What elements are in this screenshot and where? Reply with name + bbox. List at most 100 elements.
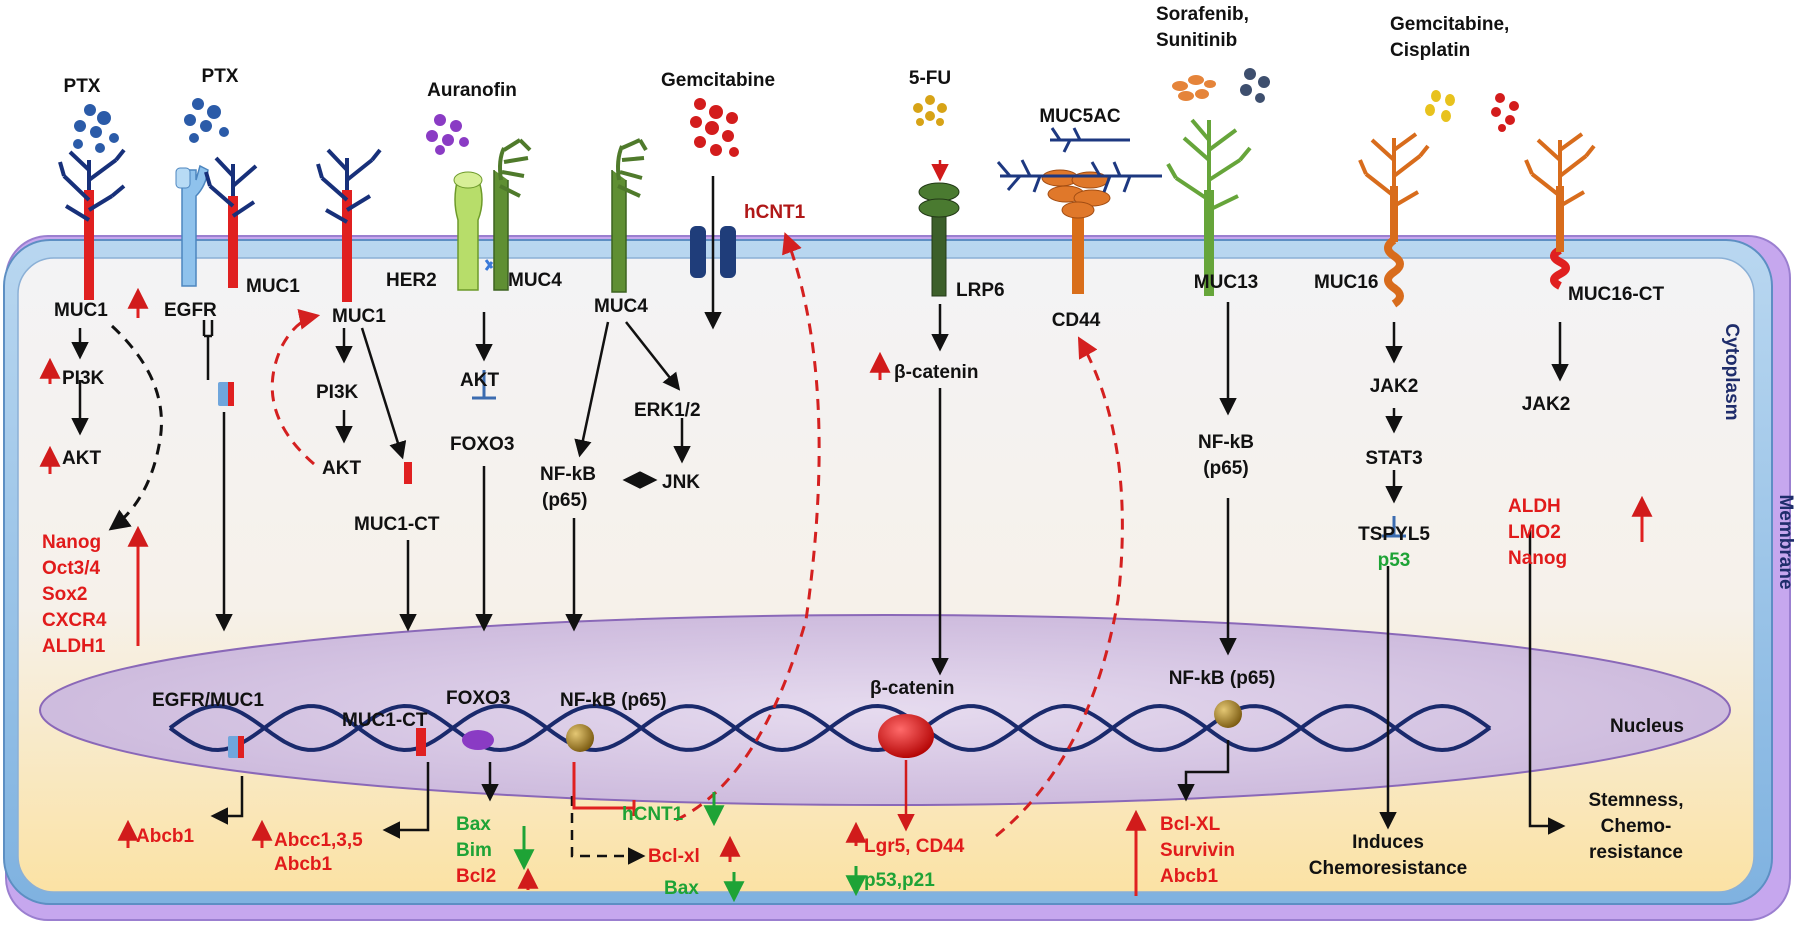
p5-hcnt1: hCNT1 — [622, 804, 684, 825]
nuclear-egfr-muc1-marker — [228, 736, 244, 758]
p10-aldh: ALDH — [1508, 496, 1561, 517]
p3-akt: AKT — [322, 458, 361, 479]
nuclear-muc1-ct-marker — [416, 728, 426, 756]
muc1-ct-marker — [404, 462, 412, 484]
red-arrows — [897, 160, 949, 832]
pathway-lrp6-beta-catenin: LRP6 β-catenin β-catenin Lgr5, CD44 p53,… — [864, 280, 1005, 891]
p6-beta-catenin-nuclear: β-catenin — [870, 678, 954, 699]
fu-drug-dots — [913, 95, 947, 126]
p1-target-1: Nanog — [42, 532, 101, 553]
p8-nfkb: NF-kB — [1198, 432, 1254, 453]
p3-muc1-ct: MUC1-CT — [354, 514, 440, 535]
signal-arrows — [71, 176, 1569, 865]
p4-akt: AKT — [460, 370, 499, 391]
label-nucleus: Nucleus — [1610, 716, 1684, 737]
pathway-cd44: CD44 — [1052, 310, 1101, 331]
p8-p65: (p65) — [1203, 458, 1248, 479]
gem-cisplatin-drug-dots — [1425, 90, 1519, 132]
muc4-receptor-2 — [611, 138, 648, 293]
p6-lgr5-cd44: Lgr5, CD44 — [864, 836, 965, 857]
label-5fu: 5-FU — [909, 68, 951, 89]
p9-p53: p53 — [1378, 550, 1411, 571]
p5-muc4: MUC4 — [594, 296, 648, 317]
cd44-receptor — [1041, 169, 1111, 294]
p9-jak2: JAK2 — [1370, 376, 1419, 397]
p9-tspyl5: TSPYL5 — [1358, 524, 1430, 545]
pathway-muc13-nfkb: MUC13 NF-kB (p65) NF-kB (p65) Bcl-XL Sur… — [1160, 272, 1275, 887]
p5-nfkb: NF-kB — [540, 464, 596, 485]
p4-foxo3-nuclear: FOXO3 — [446, 688, 510, 709]
label-cisplatin: Cisplatin — [1390, 40, 1470, 61]
label-hcnt1: hCNT1 — [744, 202, 806, 223]
p5-nfkb-nuclear: NF-kB (p65) — [560, 690, 667, 711]
inhibition-bars — [472, 370, 1406, 816]
p4-her2: HER2 — [386, 270, 437, 291]
label-muc5ac: MUC5AC — [1039, 106, 1121, 127]
p5-p65: (p65) — [542, 490, 587, 511]
p3-muc1-ct-nuclear: MUC1-CT — [342, 710, 428, 731]
her2-receptor — [453, 171, 483, 291]
p8-abcb1: Abcb1 — [1160, 866, 1219, 887]
pathway-muc1-ct: MUC1 PI3K AKT MUC1-CT MUC1-CT Abcc1,3,5 … — [274, 306, 440, 875]
p1-target-4: CXCR4 — [42, 610, 107, 631]
pathway-muc16-jak2: MUC16 JAK2 STAT3 TSPYL5 p53 Induces Chem… — [1309, 272, 1467, 879]
mucin-glycan-branches — [58, 148, 126, 222]
muc1-receptor-1 — [58, 148, 126, 300]
hcnt1-transporter — [690, 226, 736, 278]
p9-muc16: MUC16 — [1314, 272, 1378, 293]
p3-pi3k: PI3K — [316, 382, 359, 403]
muc16-receptor — [1358, 132, 1430, 308]
p3-muc1: MUC1 — [332, 306, 386, 327]
p5-jnk: JNK — [662, 472, 700, 493]
nucleus — [39, 614, 1731, 806]
label-gemcitabine-2: Gemcitabine, — [1390, 14, 1509, 35]
pathway-her2-muc4: HER2 MUC4 AKT FOXO3 FOXO3 Bax Bim Bcl2 — [386, 270, 562, 887]
p10-jak2: JAK2 — [1522, 394, 1571, 415]
muc1-receptor-3 — [316, 148, 382, 302]
pathway-muc4-nfkb: MUC4 ERK1/2 NF-kB (p65) JNK NF-kB (p65) … — [540, 202, 806, 899]
ptx-drug-dots — [73, 104, 119, 153]
muc16-ct-receptor — [1524, 132, 1596, 290]
pathway-muc16-ct: MUC16-CT JAK2 ALDH LMO2 Nanog Stemness, … — [1508, 284, 1684, 863]
p10-lmo2: LMO2 — [1508, 522, 1561, 543]
p1-target-3: Sox2 — [42, 584, 87, 605]
label-cytoplasm: Cytoplasm — [1721, 323, 1742, 420]
ptx-drug-dots-2 — [184, 98, 229, 143]
muc1-receptor-2 — [204, 156, 258, 288]
p8-nfkb-nuclear: NF-kB (p65) — [1169, 668, 1276, 689]
p10-chemo: Chemo- — [1601, 816, 1672, 837]
p3-abcb1: Abcb1 — [274, 854, 333, 875]
muc4-receptor-1 — [484, 138, 532, 291]
label-sorafenib: Sorafenib, — [1156, 4, 1249, 25]
p6-beta-catenin: β-catenin — [894, 362, 978, 383]
expression-indicator-arrows — [39, 287, 1653, 903]
p9-stat3: STAT3 — [1365, 448, 1422, 469]
p1-target-2: Oct3/4 — [42, 558, 101, 579]
p6-p53-p21: p53,p21 — [864, 870, 935, 891]
egfr-receptor — [175, 164, 209, 287]
p4-bax: Bax — [456, 814, 491, 835]
label-ptx-2: PTX — [202, 66, 239, 87]
auranofin-drug-dots — [426, 114, 469, 155]
p10-stemness: Stemness, — [1588, 790, 1683, 811]
beta-catenin-bead — [878, 714, 934, 758]
p4-bim: Bim — [456, 840, 492, 861]
egfr-muc1-complex-marker — [218, 382, 234, 406]
p1-akt: AKT — [62, 448, 101, 469]
p2-abcb1: Abcb1 — [136, 826, 195, 847]
gemcitabine-drug-dots — [690, 98, 739, 157]
foxo3-bead — [462, 730, 494, 750]
p5-bax: Bax — [664, 878, 699, 899]
p2-muc1: MUC1 — [246, 276, 300, 297]
label-sunitinib: Sunitinib — [1156, 30, 1237, 51]
p9-chemoresistance: Chemoresistance — [1309, 858, 1467, 879]
transcription-factor-bead-2 — [1214, 700, 1242, 728]
label-auranofin: Auranofin — [427, 80, 517, 101]
compartment-labels: Cytoplasm Membrane Nucleus — [1610, 323, 1796, 737]
p8-bcl-xl: Bcl-XL — [1160, 814, 1221, 835]
p10-muc16-ct: MUC16-CT — [1568, 284, 1664, 305]
p7-cd44: CD44 — [1052, 310, 1101, 331]
dashed-black-arrow — [108, 324, 163, 531]
